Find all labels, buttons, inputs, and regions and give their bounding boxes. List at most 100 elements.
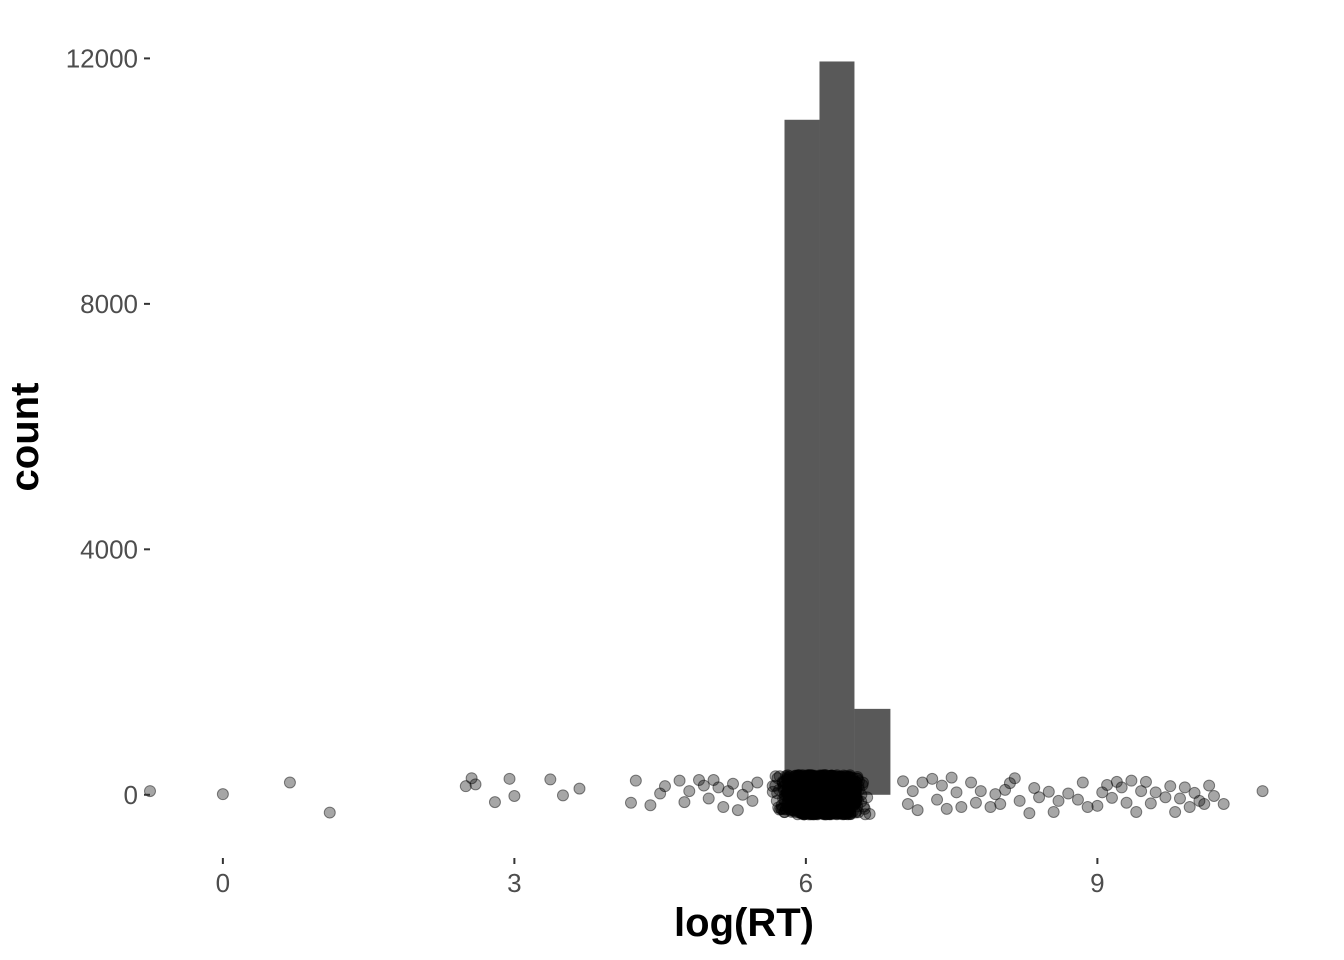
jitter-point [811,776,824,789]
jitter-point [832,796,845,809]
jitter-point [818,803,831,816]
jitter-point [815,783,828,796]
jitter-point [806,776,819,789]
jitter-point [827,792,840,805]
jitter-point [804,802,817,815]
jitter-point [814,791,827,804]
jitter-point [818,781,831,794]
jitter-point [803,799,816,812]
jitter-point [836,804,849,817]
jitter-point [804,770,817,783]
jitter-point [813,788,826,801]
jitter-point [817,801,830,814]
jitter-point [843,769,856,782]
jitter-point [789,777,802,790]
jitter-point [827,792,840,805]
jitter-point [820,800,833,813]
jitter-point [808,786,821,799]
jitter-point [841,804,854,817]
jitter-point [827,783,840,796]
jitter-point [838,783,851,796]
jitter-point [825,782,838,795]
jitter-point [831,804,844,817]
jitter-point [841,784,854,797]
jitter-point [811,804,824,817]
jitter-point [793,774,806,787]
jitter-point [826,773,839,786]
jitter-point [850,793,863,806]
jitter-point [804,806,817,819]
jitter-point [816,791,829,804]
jitter-point [796,779,809,792]
jitter-point [816,802,829,815]
jitter-point [798,782,811,795]
jitter-point [836,775,849,788]
jitter-point [807,778,820,791]
jitter-point [844,806,857,819]
jitter-point [824,779,837,792]
jitter-point [810,801,823,814]
jitter-point [819,780,832,793]
jitter-point [836,803,849,816]
jitter-point [813,792,826,805]
jitter-point [795,798,808,811]
jitter-point [848,796,861,809]
jitter-point [828,791,841,804]
jitter-point [818,785,831,798]
jitter-point [823,772,836,785]
jitter-point [503,772,516,785]
jitter-point [766,785,779,798]
jitter-point [824,807,837,820]
jitter-point [806,775,819,788]
jitter-point [811,791,824,804]
jitter-point [1188,786,1201,799]
jitter-point [722,785,735,798]
jitter-point [806,774,819,787]
jitter-point [830,801,843,814]
jitter-point [806,785,819,798]
jitter-point [799,774,812,787]
jitter-point [835,795,848,808]
jitter-point [826,798,839,811]
jitter-point [855,795,868,808]
jitter-point [781,782,794,795]
jitter-point [806,787,819,800]
jitter-point [796,784,809,797]
jitter-point [831,781,844,794]
jitter-point [801,775,814,788]
jitter-point [832,799,845,812]
jitter-point [805,784,818,797]
jitter-point [850,788,863,801]
jitter-point [836,808,849,821]
jitter-point [803,795,816,808]
plot-panel [144,61,1269,821]
jitter-point [844,789,857,802]
jitter-point [853,783,866,796]
jitter-point [793,794,806,807]
jitter-point [821,803,834,816]
jitter-point [823,792,836,805]
jitter-point [804,796,817,809]
jitter-point [801,770,814,783]
jitter-point [783,793,796,806]
jitter-point [955,801,968,814]
jitter-point [840,805,853,818]
jitter-point [788,790,801,803]
jitter-point [834,776,847,789]
jitter-point [1091,799,1104,812]
jitter-point [810,793,823,806]
jitter-point [801,805,814,818]
jitter-point [802,792,815,805]
jitter-point [812,771,825,784]
jitter-point [1096,786,1109,799]
jitter-point [1042,785,1055,798]
jitter-point [469,778,482,791]
jitter-point [842,771,855,784]
jitter-point [797,786,810,799]
jitter-point [812,781,825,794]
jitter-point [811,775,824,788]
jitter-point [815,779,828,792]
jitter-point [1115,781,1128,794]
jitter-point [840,771,853,784]
